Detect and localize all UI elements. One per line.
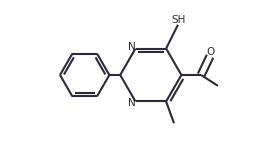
Text: N: N [128, 42, 136, 52]
Text: SH: SH [172, 15, 186, 26]
Text: O: O [207, 47, 215, 57]
Text: N: N [128, 98, 136, 108]
